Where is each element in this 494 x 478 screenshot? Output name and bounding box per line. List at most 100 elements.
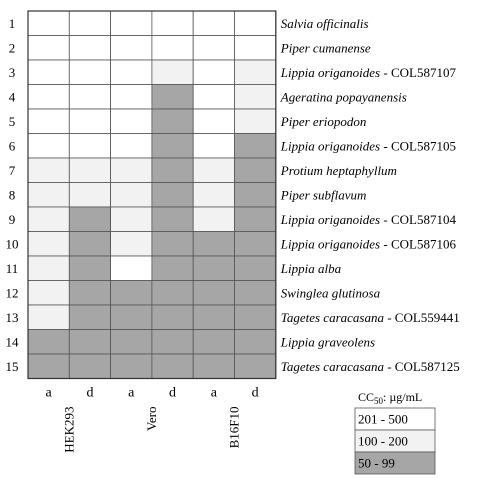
heatmap-cell <box>110 304 153 330</box>
row-species-label: Ageratina popayanensis <box>280 89 407 104</box>
legend-label: 201 - 500 <box>358 412 408 427</box>
heatmap-cell <box>192 329 235 355</box>
species-name: Piper subflavum <box>280 187 367 202</box>
column-label: d <box>169 386 176 401</box>
heatmap-cell <box>68 157 112 183</box>
heatmap-cell <box>110 231 153 257</box>
row-number: 8 <box>9 187 16 202</box>
heatmap-cell <box>192 182 235 208</box>
heatmap-cell <box>234 35 277 61</box>
row-species-label: Swinglea glutinosa <box>281 285 381 300</box>
species-name: Lippia origanoides <box>280 138 380 153</box>
heatmap-cell <box>192 353 235 379</box>
species-name: Lippia origanoides <box>280 65 380 80</box>
legend-label: 100 - 200 <box>358 434 408 449</box>
heatmap-cell <box>151 35 194 61</box>
heatmap-cell <box>27 231 70 257</box>
heatmap-cell <box>234 84 277 110</box>
heatmap-cell <box>68 108 112 134</box>
column-label: a <box>211 386 218 401</box>
row-number: 13 <box>6 310 19 325</box>
heatmap-cell <box>68 231 112 257</box>
heatmap-cell <box>151 255 194 281</box>
heatmap-cells <box>27 10 277 380</box>
heatmap-cell <box>110 108 153 134</box>
heatmap-cell <box>27 35 70 61</box>
heatmap-cell <box>68 304 112 330</box>
heatmap-border <box>27 10 277 380</box>
heatmap-cell <box>68 255 112 281</box>
heatmap-cell <box>151 231 194 257</box>
heatmap-cell <box>68 206 112 232</box>
row-species-label: Salvia officinalis <box>281 16 369 31</box>
heatmap-cell <box>110 133 153 159</box>
row-number: 14 <box>6 334 20 349</box>
row-species-label: Piper cumanense <box>280 40 371 55</box>
legend-title-unit: : µg/mL <box>383 390 422 404</box>
heatmap-cell <box>192 108 235 134</box>
heatmap-cell <box>192 231 235 257</box>
column-label: d <box>252 386 259 401</box>
heatmap-cell <box>110 84 153 110</box>
heatmap-cell <box>110 280 153 306</box>
heatmap-cell <box>68 280 112 306</box>
heatmap-cell <box>192 157 235 183</box>
heatmap-cell <box>192 59 235 85</box>
collection-code: - COL587106 <box>380 236 456 251</box>
cell-line-label: B16F10 <box>227 407 242 449</box>
heatmap-cell <box>234 255 277 281</box>
heatmap-cell <box>151 84 194 110</box>
species-name: Ageratina popayanensis <box>280 89 407 104</box>
heatmap-cell <box>151 206 194 232</box>
heatmap-cell <box>110 255 153 281</box>
species-name: Lippia origanoides <box>280 236 380 251</box>
species-name: Piper cumanense <box>280 40 371 55</box>
species-name: Swinglea glutinosa <box>281 285 381 300</box>
row-number: 5 <box>9 114 16 129</box>
column-label: a <box>46 386 53 401</box>
heatmap-cell <box>234 231 277 257</box>
row-species-label: Piper eriopodon <box>280 114 367 129</box>
heatmap-cell <box>192 255 235 281</box>
legend-title-subscript: 50 <box>374 396 384 406</box>
heatmap-cell <box>110 182 153 208</box>
heatmap-cell <box>192 10 235 36</box>
row-number: 2 <box>9 40 16 55</box>
legend-title: CC50: µg/mL <box>358 390 422 406</box>
heatmap-cell <box>68 353 112 379</box>
collection-code: - COL559441 <box>384 310 460 325</box>
heatmap-cell <box>151 280 194 306</box>
row-number: 3 <box>9 65 16 80</box>
cell-line-label: HEK293 <box>61 407 76 453</box>
collection-code: - COL587125 <box>384 359 460 374</box>
row-species-label: Lippia graveolens <box>280 334 375 349</box>
heatmap-cell <box>151 329 194 355</box>
heatmap-cell <box>192 84 235 110</box>
heatmap-cell <box>234 10 277 36</box>
heatmap-cell <box>110 157 153 183</box>
heatmap-cell <box>192 304 235 330</box>
heatmap-cell <box>151 59 194 85</box>
heatmap-cell <box>151 157 194 183</box>
heatmap-cell <box>234 157 277 183</box>
species-name: Piper eriopodon <box>280 114 367 129</box>
collection-code: - COL587104 <box>380 212 456 227</box>
legend-title-text: CC <box>358 390 374 404</box>
heatmap-cell <box>110 59 153 85</box>
heatmap-cell <box>68 84 112 110</box>
heatmap-cell <box>68 133 112 159</box>
heatmap-cell <box>110 206 153 232</box>
collection-code: - COL587105 <box>380 138 456 153</box>
heatmap-cell <box>110 35 153 61</box>
heatmap-cell <box>234 182 277 208</box>
species-name: Lippia graveolens <box>280 334 375 349</box>
row-number: 4 <box>9 89 16 104</box>
collection-code: - COL587107 <box>380 65 456 80</box>
heatmap-cell <box>110 329 153 355</box>
row-number: 9 <box>9 212 16 227</box>
heatmap-cell <box>68 329 112 355</box>
column-labels: a d a d a d HEK293 Vero B16F10 <box>46 386 259 453</box>
row-species-label: Protium heptaphyllum <box>280 163 397 178</box>
legend-label: 50 - 99 <box>358 456 395 471</box>
heatmap-cell <box>27 304 70 330</box>
